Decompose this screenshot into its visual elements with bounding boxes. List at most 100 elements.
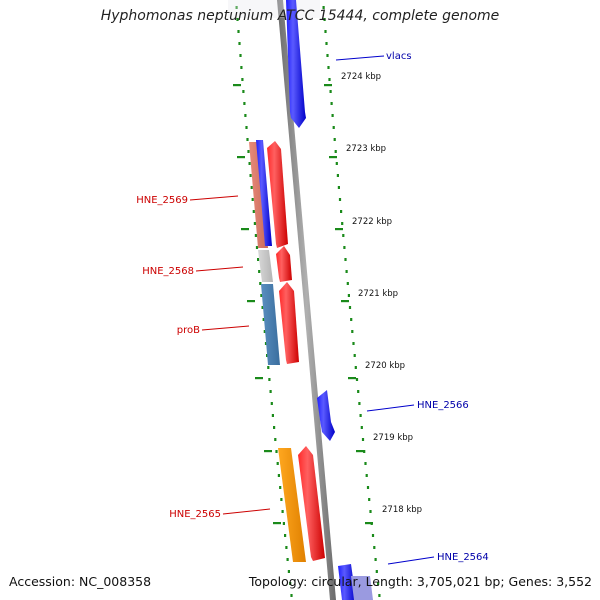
inner-ruler-tick — [277, 474, 280, 477]
outer-ruler-major-tick — [341, 300, 349, 303]
outer-ruler-tick — [345, 270, 348, 273]
inner-ruler-tick — [240, 66, 243, 69]
leader-hne-2568 — [195, 266, 244, 272]
outer-ruler-major-tick — [356, 450, 364, 453]
outer-ruler-tick — [334, 150, 337, 153]
inner-ruler-tick — [262, 318, 265, 321]
genome-backbone — [277, 0, 336, 600]
gene-hne-2568-shadow[interactable] — [258, 250, 273, 282]
outer-ruler-tick — [340, 210, 343, 213]
inner-ruler-tick — [258, 270, 261, 273]
outer-ruler-tick — [353, 354, 356, 357]
outer-ruler-tick — [346, 282, 349, 285]
tick-label-2722: 2722 kbp — [352, 217, 392, 227]
inner-ruler-major-tick — [264, 450, 272, 453]
inner-ruler-tick — [280, 498, 283, 501]
outer-ruler-tick — [326, 54, 329, 57]
inner-ruler-tick — [257, 258, 260, 261]
label-prob[interactable]: proB — [177, 325, 200, 336]
label-hne-2569[interactable]: HNE_2569 — [136, 195, 188, 206]
gene-hne-2564-light[interactable] — [351, 576, 373, 600]
genome-summary: Topology: circular, Length: 3,705,021 bp… — [249, 574, 592, 589]
tick-label-2721: 2721 kbp — [358, 289, 398, 299]
inner-ruler-tick — [261, 306, 264, 309]
outer-ruler-tick — [327, 66, 330, 69]
outer-ruler-tick — [333, 138, 336, 141]
inner-ruler-tick — [287, 570, 290, 573]
leader-prob — [201, 325, 250, 331]
inner-ruler-tick — [279, 486, 282, 489]
outer-ruler-tick — [359, 414, 362, 417]
gene-vlacs[interactable] — [286, 0, 306, 128]
leader-vlacs — [335, 55, 385, 61]
leader-hne-2566 — [366, 404, 415, 412]
inner-ruler-tick — [267, 366, 270, 369]
tick-label-2719: 2719 kbp — [373, 433, 413, 443]
inner-ruler-tick — [269, 390, 272, 393]
leader-hne-2564 — [387, 556, 435, 565]
outer-ruler-major-tick — [365, 522, 373, 525]
inner-ruler-tick — [244, 114, 247, 117]
outer-ruler-tick — [331, 114, 334, 117]
outer-ruler-tick — [373, 546, 376, 549]
separator: ; — [500, 574, 509, 589]
outer-ruler-tick — [337, 186, 340, 189]
inner-ruler-tick — [282, 522, 285, 525]
inner-ruler-tick — [251, 198, 254, 201]
outer-ruler-major-tick — [348, 377, 356, 380]
gene-hne-2565-shadow[interactable] — [278, 448, 306, 562]
outer-ruler-tick — [322, 6, 325, 9]
inner-ruler-tick — [289, 582, 292, 585]
inner-ruler-tick — [241, 78, 244, 81]
outer-ruler-tick — [330, 102, 333, 105]
label-hne-2568[interactable]: HNE_2568 — [142, 266, 194, 277]
gene-prob[interactable] — [279, 282, 299, 364]
label-hne-2566[interactable]: HNE_2566 — [417, 400, 469, 411]
outer-ruler-tick — [352, 342, 355, 345]
inner-ruler-major-tick — [241, 228, 249, 231]
separator: , — [357, 574, 366, 589]
inner-ruler-tick — [247, 150, 250, 153]
gene-prob-shadow[interactable] — [261, 284, 280, 365]
gene-hne-2568[interactable] — [276, 246, 292, 282]
gene-hne-2569-blue[interactable] — [256, 140, 272, 246]
inner-ruler-tick — [237, 30, 240, 33]
tick-label-2720: 2720 kbp — [365, 361, 405, 371]
inner-ruler-tick — [284, 534, 287, 537]
inner-ruler-tick — [273, 426, 276, 429]
gene-track-minus-shadow — [249, 142, 306, 562]
label-vlacs[interactable]: vlacs — [386, 51, 412, 62]
label-hne-2565[interactable]: HNE_2565 — [169, 509, 221, 520]
inner-ruler-major-tick — [233, 84, 241, 87]
label-hne-2564[interactable]: HNE_2564 — [437, 552, 489, 563]
outer-ruler-tick — [354, 366, 357, 369]
coordinate-ruler — [233, 6, 381, 597]
outer-ruler-tick — [351, 330, 354, 333]
label-leaders — [189, 55, 435, 565]
inner-ruler-tick — [242, 90, 245, 93]
inner-ruler-tick — [253, 222, 256, 225]
inner-ruler-tick — [264, 342, 268, 345]
leader-hne-2569 — [189, 195, 239, 201]
tick-label-2723: 2723 kbp — [346, 144, 386, 154]
outer-ruler-major-tick — [329, 156, 337, 159]
gene-hne-2564[interactable] — [338, 564, 356, 600]
outer-ruler-tick — [325, 42, 328, 45]
inner-ruler-tick — [239, 54, 242, 57]
outer-ruler-tick — [341, 222, 344, 225]
gene-hne-2565[interactable] — [298, 446, 325, 561]
gene-hne-2569[interactable] — [267, 141, 288, 248]
outer-ruler-tick — [357, 390, 360, 393]
outer-ruler-tick — [343, 246, 346, 249]
inner-ruler-tick — [245, 126, 248, 129]
outer-ruler-tick — [360, 426, 363, 429]
topology-text: Topology: circular — [248, 574, 358, 589]
outer-ruler-tick — [375, 570, 378, 573]
outer-ruler-tick — [329, 90, 332, 93]
inner-ruler-tick — [268, 378, 271, 381]
inner-ruler-tick — [271, 414, 274, 417]
outer-ruler-tick — [369, 510, 372, 513]
gene-hne-2566[interactable] — [317, 390, 335, 441]
inner-ruler-tick — [250, 186, 253, 189]
